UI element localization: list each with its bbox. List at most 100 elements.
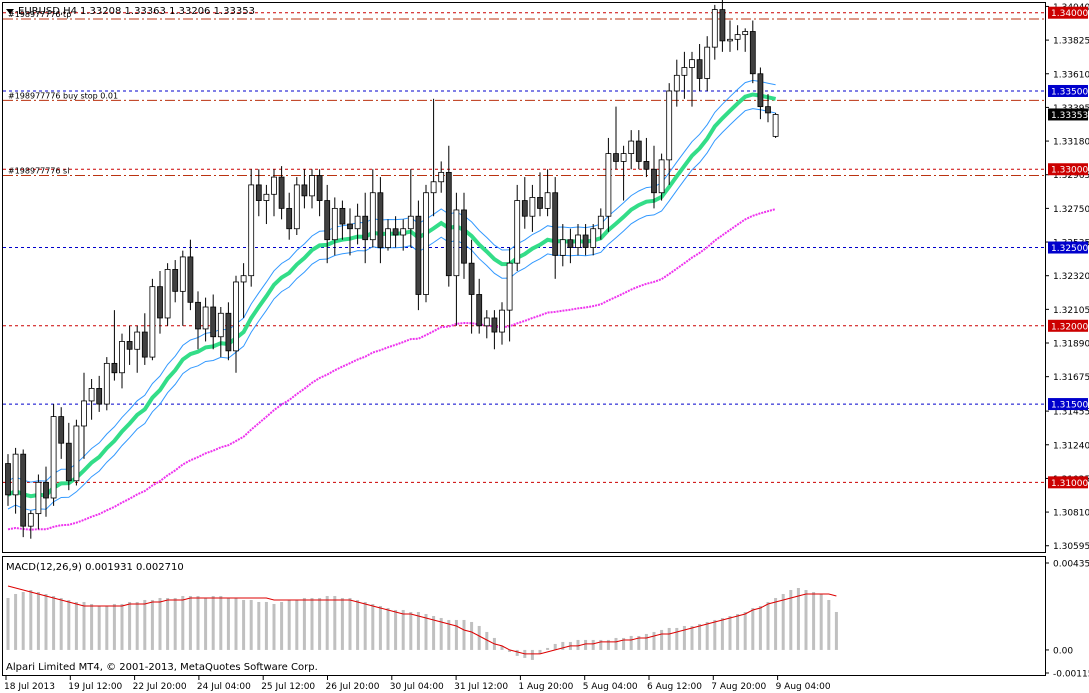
bear-candle-body: [172, 269, 179, 292]
order-label: #198977776 tp: [8, 10, 71, 19]
macd-bar: [67, 599, 71, 650]
order-label: #198977776 buy stop 0.01: [8, 91, 118, 100]
price-tick-label: 1.32965: [1053, 171, 1089, 181]
bear-candle-body: [157, 286, 163, 319]
bull-candle-body: [772, 114, 779, 137]
macd-bar: [59, 597, 63, 650]
macd-bar: [470, 621, 474, 650]
level-label-box: [1048, 163, 1088, 176]
bear-candle-body: [347, 223, 353, 230]
macd-bar: [287, 599, 291, 650]
macd-bar: [318, 597, 322, 650]
bull-candle-body: [309, 175, 315, 197]
price-tick-label: 1.33610: [1053, 70, 1089, 80]
candle: [309, 169, 315, 209]
macd-bar: [758, 605, 762, 650]
bull-candle-body: [354, 215, 361, 230]
level-label-box: [1048, 319, 1088, 332]
macd-bar: [181, 595, 185, 650]
candle: [521, 177, 528, 229]
slow-ma-line: [7, 208, 776, 531]
bear-candle-body: [476, 294, 483, 327]
candle: [742, 28, 749, 52]
level-label-box: [1048, 84, 1088, 97]
macd-bar: [454, 619, 458, 650]
macd-bar: [219, 595, 223, 650]
candle: [286, 192, 293, 240]
candle: [567, 228, 574, 264]
macd-bar: [249, 599, 253, 650]
macd-bar: [667, 627, 671, 650]
candle: [339, 200, 346, 240]
bear-candle-body: [255, 184, 262, 201]
macd-bar: [150, 599, 154, 650]
macd-indicator: [6, 585, 838, 660]
bear-candle-body: [96, 388, 103, 405]
bear-candle-body: [141, 331, 148, 358]
bear-candle-body: [461, 209, 467, 264]
bull-candle-body: [689, 59, 695, 68]
dropdown-arrow-icon[interactable]: [6, 9, 14, 14]
candle: [635, 130, 642, 170]
macd-bar: [74, 601, 78, 650]
ohlc-readout: 1.33208 1.33363 1.33206 1.33353: [80, 6, 255, 17]
candle: [559, 224, 566, 267]
time-tick-label: 24 Jul 04:00: [197, 682, 251, 692]
bull-candle-body: [628, 140, 635, 154]
bear-candle-body: [362, 215, 369, 241]
bull-candle-body: [27, 513, 34, 527]
indicator-lines: [7, 79, 777, 531]
macd-bar: [401, 609, 405, 650]
candle: [575, 224, 581, 256]
macd-bar: [226, 597, 230, 650]
bull-candle-body: [369, 192, 376, 241]
candle: [362, 192, 369, 264]
macd-bar: [660, 629, 664, 650]
macd-bar: [378, 605, 382, 650]
candle: [20, 449, 27, 538]
macd-bar: [143, 599, 147, 650]
current-price-box: [1048, 108, 1088, 121]
bear-candle-body: [43, 481, 49, 499]
macd-bar: [409, 611, 413, 650]
candle: [35, 474, 42, 530]
macd-bar: [447, 619, 451, 650]
macd-bar: [766, 601, 770, 650]
candle: [324, 184, 331, 264]
candle: [278, 166, 285, 220]
macd-bar: [128, 601, 132, 650]
bear-candle-body: [225, 312, 232, 352]
bull-candle-body: [263, 193, 270, 201]
candle: [369, 169, 376, 248]
candle: [88, 379, 95, 420]
macd-bar: [698, 623, 702, 650]
candle: [134, 325, 141, 373]
macd-axis: 0.004351 0.00 -0.001154: [1045, 560, 1089, 680]
price-tick-label: 1.32750: [1053, 205, 1089, 215]
macd-bar: [21, 591, 25, 650]
candle: [673, 59, 680, 107]
level-label-box: [1048, 398, 1088, 411]
macd-bar: [485, 631, 489, 650]
candle: [643, 137, 650, 178]
candle: [772, 112, 779, 138]
candle: [514, 184, 521, 272]
time-tick-label: 18 Jul 2013: [4, 682, 55, 692]
macd-bar: [158, 597, 162, 650]
macd-title: MACD(12,26,9) 0.001931 0.002710: [6, 562, 184, 573]
macd-bar: [827, 599, 831, 650]
candle: [217, 307, 224, 358]
candle: [43, 466, 49, 517]
fast-ma-line: [7, 92, 777, 499]
candle: [301, 169, 308, 209]
bull-candle-body: [248, 184, 255, 277]
bear-candle-body: [301, 184, 308, 197]
macd-bar: [333, 595, 337, 650]
bear-candle-body: [757, 73, 764, 108]
bear-candle-body: [582, 234, 589, 248]
macd-tick-label: 0.004351: [1053, 560, 1089, 570]
bear-candle-body: [415, 215, 422, 295]
macd-bar: [606, 639, 610, 650]
macd-bar: [546, 647, 550, 650]
